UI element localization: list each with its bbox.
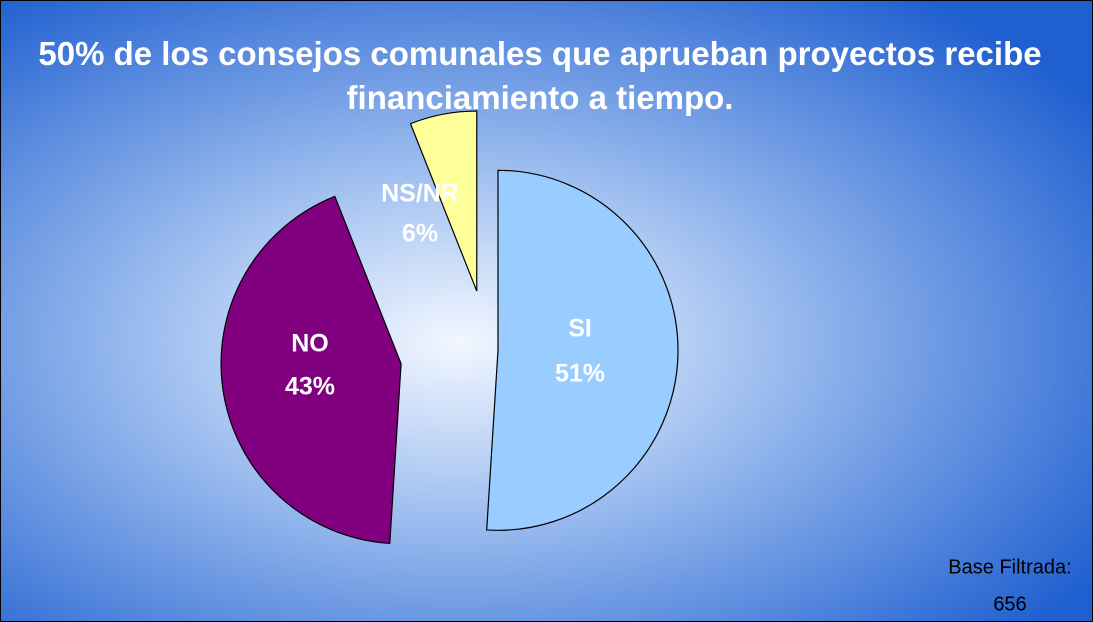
slice-category-label: NO xyxy=(291,330,329,358)
base-value: 656 xyxy=(993,593,1026,615)
slice-value-label: 51% xyxy=(555,360,605,388)
slice-category-label: NS/NR xyxy=(381,180,459,208)
slice-category-label: SI xyxy=(568,315,592,343)
base-label: Base Filtrada: xyxy=(948,556,1071,578)
chart-title: 50% de los consejos comunales que aprueb… xyxy=(38,35,1042,116)
pie-slice xyxy=(486,169,679,531)
slice-value-label: 43% xyxy=(285,373,335,401)
pie-slice xyxy=(220,195,402,545)
slice-value-label: 6% xyxy=(402,220,438,248)
pie-slice xyxy=(409,110,478,292)
